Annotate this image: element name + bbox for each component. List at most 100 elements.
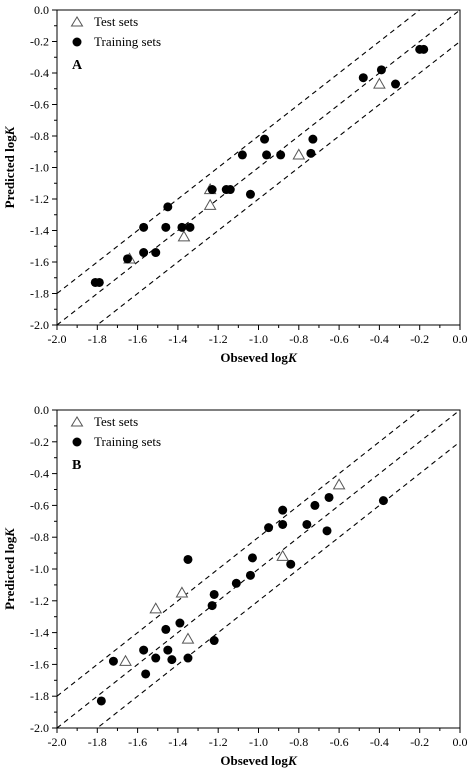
y-tick-label: -2.0 (30, 721, 49, 735)
legend-marker-training (72, 437, 82, 447)
test-set-point (119, 654, 132, 666)
x-tick-label: 0.0 (453, 735, 468, 749)
x-tick-label: -0.2 (410, 735, 429, 749)
training-set-point (209, 589, 219, 599)
training-set-point (167, 655, 177, 665)
x-tick-label: -0.4 (370, 332, 389, 346)
training-set-point (376, 65, 386, 75)
x-tick-label: -0.6 (330, 332, 349, 346)
y-tick-label: -1.6 (30, 657, 49, 671)
y-tick-label: -2.0 (30, 318, 49, 332)
training-set-point (308, 134, 318, 144)
legend: Test sets Training sets (70, 414, 161, 449)
x-axis-title-text: Obseved log (220, 753, 288, 768)
training-set-point (141, 669, 151, 679)
training-set-point (161, 624, 171, 634)
training-set-point (161, 222, 171, 232)
x-tick-label: -1.2 (209, 735, 228, 749)
legend-label-training: Training sets (94, 34, 161, 49)
y-tick-label: -0.2 (30, 35, 49, 49)
reference-line (57, 410, 421, 697)
training-set-point (391, 79, 401, 89)
y-tick-label: -1.4 (30, 224, 49, 238)
training-set-point (262, 150, 272, 160)
reference-line (57, 10, 421, 294)
test-set-point (292, 148, 306, 160)
y-axis-title-text: Predicted log (2, 135, 17, 209)
training-set-point (286, 559, 296, 569)
reference-line (57, 410, 460, 728)
x-tick-label: -1.8 (88, 332, 107, 346)
training-set-point (231, 578, 241, 588)
x-tick-label: -1.0 (249, 735, 268, 749)
training-set-point (163, 202, 173, 212)
training-set-point (139, 645, 149, 655)
x-tick-label: -0.4 (370, 735, 389, 749)
training-set-point (139, 222, 149, 232)
test-set-point (177, 230, 191, 242)
training-set-point (123, 254, 133, 264)
panel-label: B (72, 458, 81, 473)
test-set-point (203, 198, 217, 210)
training-set-point (310, 500, 320, 510)
training-set-point (225, 185, 235, 195)
x-tick-label: -2.0 (48, 735, 67, 749)
training-set-point (151, 653, 161, 663)
training-set-point (378, 496, 388, 506)
training-set-point (260, 134, 270, 144)
y-tick-label: -0.6 (30, 98, 49, 112)
training-set-point (237, 150, 247, 160)
y-tick-label: -0.4 (30, 66, 49, 80)
y-tick-label: -1.2 (30, 594, 49, 608)
y-tick-label: -0.8 (30, 530, 49, 544)
training-set-point (151, 248, 161, 258)
training-set-point (264, 523, 274, 533)
x-axis-title-symbol: K (287, 753, 298, 768)
y-tick-label: -0.2 (30, 435, 49, 449)
training-set-point (276, 150, 286, 160)
x-tick-label: -1.4 (168, 332, 187, 346)
reference-lines (57, 410, 460, 728)
legend-label-test: Test sets (94, 14, 138, 29)
x-tick-label: -0.8 (289, 332, 308, 346)
x-tick-label: -1.0 (249, 332, 268, 346)
legend-label-training: Training sets (94, 434, 161, 449)
x-tick-label: -1.6 (128, 332, 147, 346)
training-set-point (183, 554, 193, 564)
legend: Test sets Training sets (70, 14, 161, 49)
y-tick-label: -0.8 (30, 129, 49, 143)
training-set-point (324, 492, 334, 502)
reference-line (96, 41, 460, 325)
data-points (90, 44, 429, 287)
x-tick-label: -2.0 (48, 332, 67, 346)
x-tick-label: -1.4 (168, 735, 187, 749)
x-tick-label: -1.6 (128, 735, 147, 749)
training-set-point (108, 656, 118, 666)
test-set-point (175, 586, 189, 598)
y-tick-label: 0.0 (34, 403, 49, 417)
reference-line (96, 441, 460, 728)
x-tick-label: -0.6 (330, 735, 349, 749)
training-set-point (163, 645, 173, 655)
training-set-point (306, 148, 316, 158)
y-tick-label: -0.4 (30, 467, 49, 481)
x-tick-label: -0.8 (289, 735, 308, 749)
training-set-point (139, 248, 149, 258)
y-axis-title-symbol: K (2, 125, 17, 136)
training-set-point (175, 618, 185, 628)
training-set-point (96, 696, 106, 706)
training-set-point (245, 570, 255, 580)
reference-lines (57, 10, 460, 325)
x-tick-label: -1.8 (88, 735, 107, 749)
chart-panel-a: -2.0 -1.8 -1.6 -1.4 -1.2 -1.0 -0.8 -0.6 -0.4 -0.2… (2, 3, 468, 365)
y-tick-label: -1.2 (30, 192, 49, 206)
panel-label: A (72, 58, 83, 73)
test-set-point (332, 478, 346, 490)
training-set-point (245, 189, 255, 199)
reference-line (57, 10, 460, 325)
training-set-point (278, 519, 288, 529)
training-set-point (207, 185, 217, 195)
chart-panel-b: -2.0 -1.8 -1.6 -1.4 -1.2 -1.0 -0.8 -0.6 -0.4 -0.2… (2, 403, 468, 768)
training-set-point (94, 277, 104, 287)
y-tick-label: -1.4 (30, 626, 49, 640)
